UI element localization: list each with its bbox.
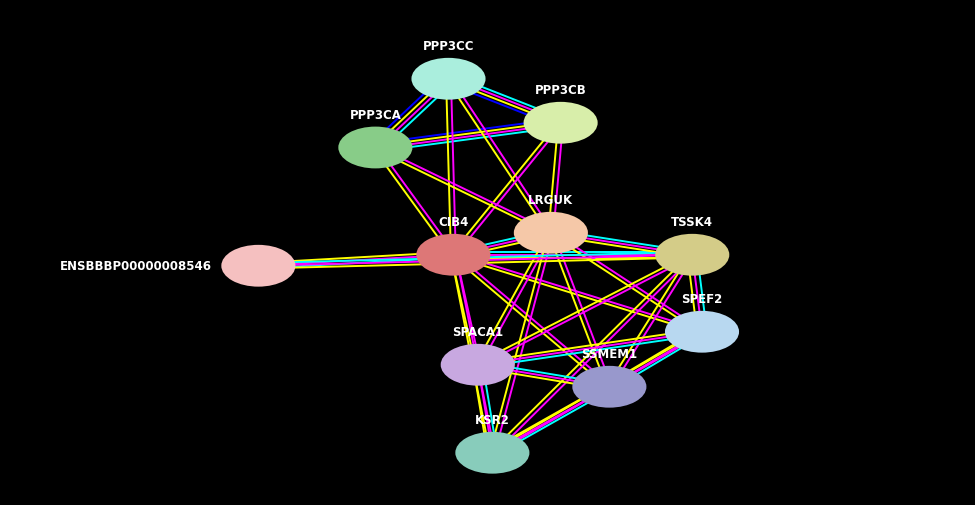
- Circle shape: [665, 311, 739, 353]
- Circle shape: [441, 344, 515, 386]
- Text: KSR2: KSR2: [475, 414, 510, 427]
- Circle shape: [411, 59, 486, 100]
- Text: PPP3CC: PPP3CC: [423, 40, 474, 53]
- Circle shape: [655, 234, 729, 276]
- Text: SPACA1: SPACA1: [452, 326, 503, 339]
- Circle shape: [416, 234, 490, 276]
- Circle shape: [455, 432, 529, 474]
- Text: CIB4: CIB4: [438, 216, 469, 229]
- Circle shape: [572, 366, 646, 408]
- Text: PPP3CA: PPP3CA: [349, 109, 402, 122]
- Text: PPP3CB: PPP3CB: [534, 84, 587, 97]
- Text: ENSBBBP00000008546: ENSBBBP00000008546: [59, 260, 212, 273]
- Text: SSMEM1: SSMEM1: [581, 347, 638, 361]
- Circle shape: [514, 213, 588, 254]
- Circle shape: [221, 245, 295, 287]
- Text: SPEF2: SPEF2: [682, 293, 722, 306]
- Text: LRGUK: LRGUK: [528, 194, 573, 207]
- Text: TSSK4: TSSK4: [671, 216, 714, 229]
- Circle shape: [524, 103, 598, 144]
- Circle shape: [338, 127, 412, 169]
